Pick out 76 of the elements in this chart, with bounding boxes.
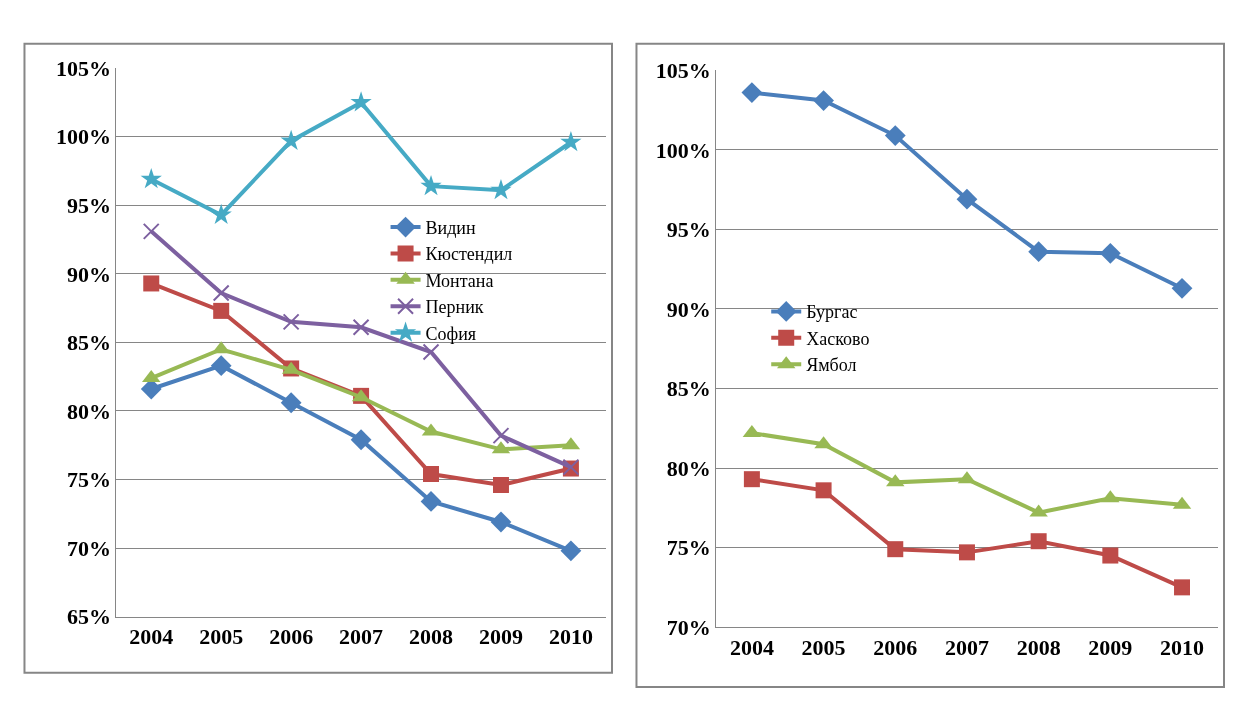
point	[815, 482, 832, 499]
point	[350, 429, 372, 451]
point	[884, 125, 906, 146]
x-tick-label: 2010	[1160, 634, 1205, 660]
y-tick-label: 75%	[66, 467, 111, 493]
point	[352, 318, 370, 336]
point	[143, 275, 160, 292]
point	[142, 222, 160, 240]
point	[140, 168, 162, 189]
legend-label: София	[425, 323, 477, 344]
legend-label: Видин	[425, 218, 476, 239]
point	[212, 284, 230, 302]
point	[887, 541, 904, 558]
y-tick-label: 100%	[655, 137, 711, 163]
x-tick-label: 2010	[548, 623, 593, 649]
y-tick-label: 85%	[666, 376, 711, 402]
legend-label: Перник	[425, 297, 484, 318]
legend-label: Ямбол	[806, 355, 857, 376]
point	[743, 471, 760, 488]
point	[1171, 277, 1193, 299]
point	[560, 540, 582, 562]
point	[282, 313, 300, 331]
x-tick-label: 2009	[478, 623, 523, 649]
point	[1030, 533, 1047, 550]
y-tick-label: 105%	[655, 58, 711, 84]
legend-label: Монтана	[425, 270, 494, 291]
point	[280, 392, 302, 414]
x-tick-label: 2005	[801, 634, 846, 660]
point	[1174, 579, 1191, 596]
x-tick-label: 2004	[729, 634, 774, 660]
y-tick-label: 65%	[66, 604, 111, 630]
point	[350, 91, 372, 112]
point	[1028, 241, 1050, 263]
legend-label: Хасково	[806, 328, 870, 349]
point	[420, 491, 442, 512]
x-tick-label: 2007	[944, 634, 989, 660]
y-tick-label: 80%	[66, 398, 111, 424]
point	[490, 179, 512, 200]
y-tick-label: 75%	[666, 535, 711, 561]
point	[813, 90, 834, 111]
y-tick-label: 70%	[66, 535, 111, 561]
point	[422, 343, 440, 361]
legend-label: Кюстендил	[425, 244, 513, 265]
point	[280, 129, 302, 150]
x-tick-label: 2005	[199, 623, 244, 649]
point	[958, 544, 975, 561]
x-tick-label: 2004	[129, 623, 174, 649]
y-tick-label: 105%	[55, 55, 111, 81]
y-tick-label: 85%	[66, 330, 111, 356]
legend-label: Бургас	[806, 302, 858, 323]
x-tick-label: 2008	[409, 623, 454, 649]
x-tick-label: 2006	[873, 634, 918, 660]
point	[420, 174, 442, 196]
point	[1099, 242, 1121, 264]
y-tick-label: 95%	[666, 217, 711, 243]
y-tick-label: 80%	[666, 455, 711, 481]
point	[492, 427, 510, 445]
point	[956, 188, 978, 210]
point	[210, 355, 232, 377]
x-tick-label: 2009	[1088, 634, 1133, 660]
y-tick-label: 90%	[66, 261, 111, 287]
x-tick-label: 2008	[1016, 634, 1061, 660]
x-tick-label: 2006	[269, 623, 314, 649]
point	[210, 203, 232, 224]
point	[1102, 547, 1119, 564]
y-tick-label: 100%	[55, 124, 111, 150]
point	[490, 511, 512, 533]
y-tick-label: 95%	[66, 193, 111, 219]
x-tick-label: 2007	[339, 623, 384, 649]
y-tick-label: 90%	[666, 296, 711, 322]
point	[492, 476, 509, 493]
point	[213, 302, 230, 319]
point	[741, 82, 763, 104]
point	[560, 131, 582, 152]
y-tick-label: 70%	[666, 614, 711, 640]
point	[423, 466, 440, 483]
